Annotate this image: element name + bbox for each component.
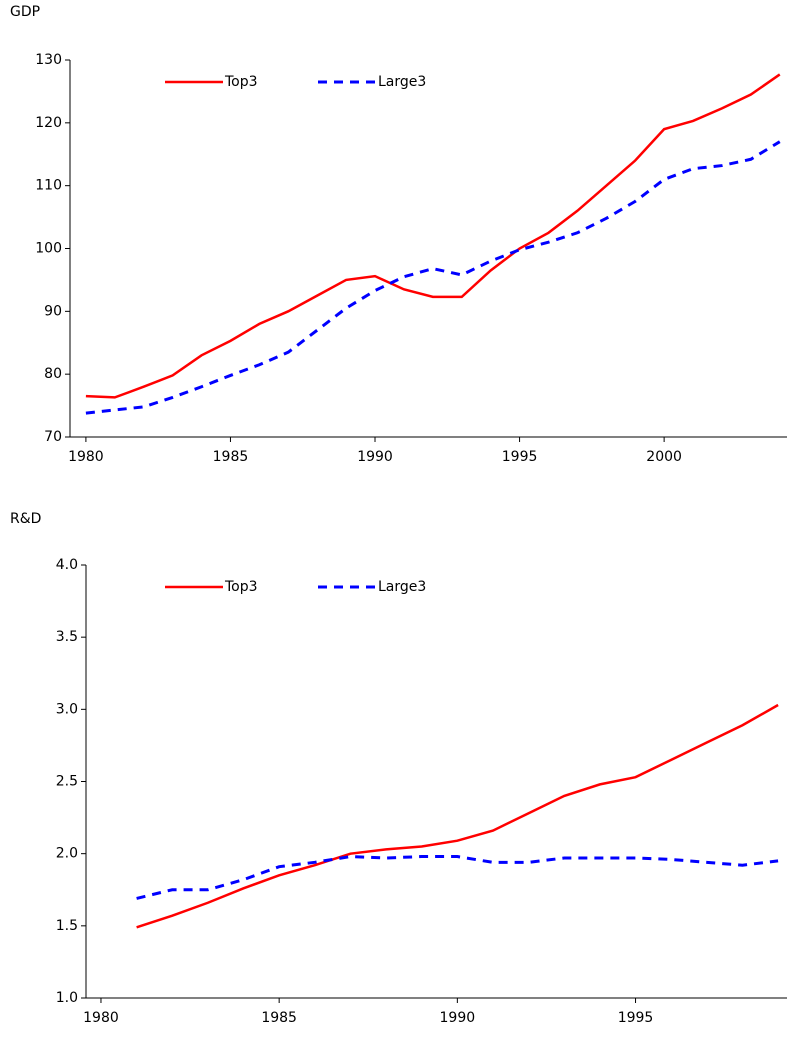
y-tick-label: 80 [44, 366, 62, 382]
y-tick-label: 90 [44, 303, 62, 319]
y-axis-label: GDP [10, 4, 40, 20]
x-tick-label: 1980 [68, 449, 104, 465]
legend-label: Top3 [224, 579, 258, 595]
x-tick-label: 1995 [618, 1010, 654, 1026]
x-tick-label: 1990 [357, 449, 393, 465]
line-series [85, 73, 781, 399]
y-tick-label: 3.5 [56, 629, 78, 645]
y-tick-label: 130 [35, 52, 62, 68]
y-tick-label: 70 [44, 429, 62, 445]
line-series [85, 140, 781, 415]
x-tick-label: 1985 [261, 1010, 297, 1026]
y-tick-label: 120 [35, 115, 62, 131]
y-tick-label: 110 [35, 178, 62, 194]
line-series [136, 703, 779, 929]
y-tick-label: 2.5 [56, 774, 78, 790]
legend-label: Large3 [378, 579, 426, 595]
y-tick-label: 1.5 [56, 918, 78, 934]
line-series [136, 855, 779, 900]
y-tick-label: 3.0 [56, 701, 78, 717]
x-tick-label: 1990 [440, 1010, 476, 1026]
legend-label: Large3 [378, 74, 426, 90]
x-tick-label: 1995 [502, 449, 538, 465]
y-axis-label: R&D [10, 511, 41, 527]
y-tick-label: 2.0 [56, 846, 78, 862]
x-tick-label: 1980 [83, 1010, 119, 1026]
y-tick-label: 4.0 [56, 557, 78, 573]
y-tick-label: 1.0 [56, 990, 78, 1006]
legend-label: Top3 [224, 74, 258, 90]
y-tick-label: 100 [35, 241, 62, 257]
x-tick-label: 2000 [646, 449, 682, 465]
x-tick-label: 1985 [213, 449, 249, 465]
